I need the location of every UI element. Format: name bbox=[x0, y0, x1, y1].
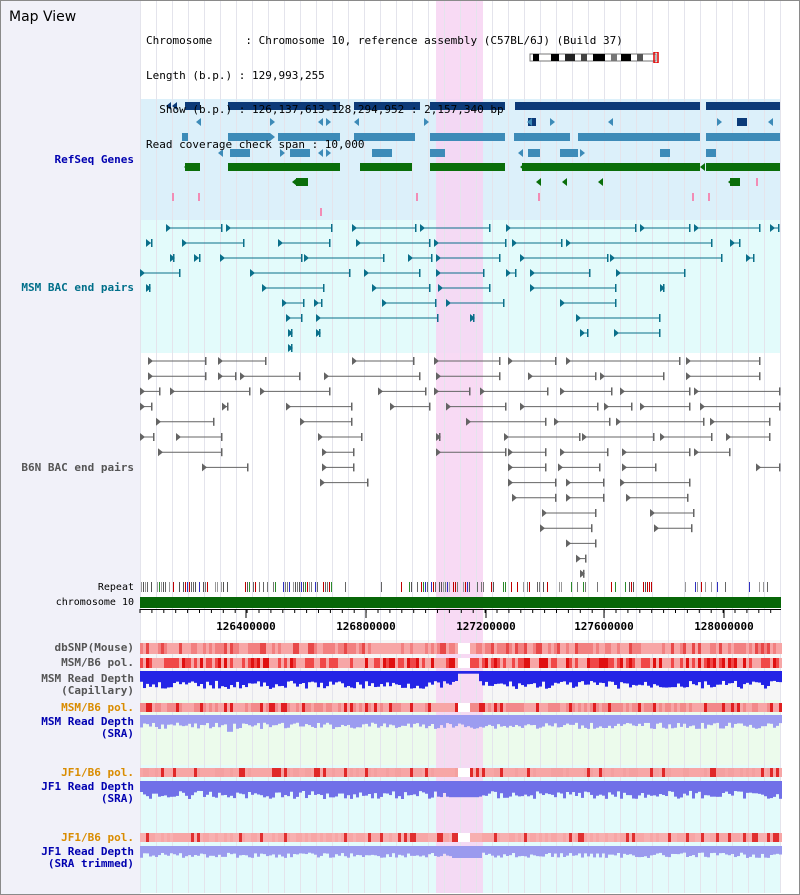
msm-pol-sra-heatmap[interactable] bbox=[140, 703, 782, 712]
axis-tick-label: 127200000 bbox=[456, 620, 516, 633]
chromosome-ideogram[interactable] bbox=[529, 52, 659, 63]
msm-pol-label[interactable]: MSM/B6 pol. bbox=[61, 656, 134, 669]
jf1-depth-sra-line1: JF1 Read Depth bbox=[41, 780, 134, 793]
b6n-bac-pairs[interactable] bbox=[140, 357, 781, 578]
msm-depth-sra-label[interactable]: MSM Read Depth (SRA) bbox=[41, 716, 134, 740]
dbsnp-label[interactable]: dbSNP(Mouse) bbox=[54, 641, 134, 654]
axis-tick-label: 126400000 bbox=[216, 620, 276, 633]
length-line: Length (b.p.) : 129,993,255 bbox=[146, 68, 325, 82]
msm-depth-sra-line2: (SRA) bbox=[100, 727, 134, 740]
msm-depth-sra[interactable] bbox=[140, 715, 782, 732]
jf1-depth-sra[interactable] bbox=[140, 781, 782, 799]
refseq-genes-label[interactable]: RefSeq Genes bbox=[54, 153, 134, 166]
ideogram-position-marker[interactable] bbox=[653, 52, 659, 63]
axis-tick-label: 126800000 bbox=[336, 620, 396, 633]
axis-tick-label: 128000000 bbox=[694, 620, 754, 633]
msm-bac-pairs[interactable] bbox=[140, 224, 780, 352]
refseq-genes-features[interactable] bbox=[166, 102, 780, 216]
dbsnp-heatmap[interactable] bbox=[140, 643, 782, 654]
chromosome-info: Chromosome : Chromosome 10, reference as… bbox=[146, 12, 623, 162]
msm-depth-capillary[interactable] bbox=[140, 671, 782, 689]
chromosome-bar bbox=[140, 597, 781, 608]
jf1-depth-trimmed-line1: JF1 Read Depth bbox=[41, 845, 134, 858]
coordinate-axis: 126400000 126800000 127200000 127600000 1280… bbox=[139, 609, 781, 633]
jf1-depth-sra-line2: (SRA) bbox=[100, 792, 134, 805]
jf1-depth-trimmed[interactable] bbox=[140, 846, 782, 858]
msm-depth-capillary-line1: MSM Read Depth bbox=[41, 672, 134, 685]
jf1-pol-trimmed-heatmap[interactable] bbox=[140, 833, 782, 842]
b6n-bac-label[interactable]: B6N BAC end pairs bbox=[21, 461, 134, 474]
msm-depth-capillary-line2: (Capillary) bbox=[61, 684, 134, 697]
msm-pol-sra-label[interactable]: MSM/B6 pol. bbox=[61, 701, 134, 714]
jf1-depth-trimmed-line2: (SRA trimmed) bbox=[47, 857, 134, 870]
axis-tick-label: 127600000 bbox=[574, 620, 634, 633]
chromosome-line: Chromosome : Chromosome 10, reference as… bbox=[146, 34, 623, 47]
msm-pol-heatmap[interactable] bbox=[140, 658, 782, 668]
jf1-pol-heatmap[interactable] bbox=[140, 768, 782, 777]
view-title: Map View bbox=[9, 9, 77, 25]
jf1-depth-sra-label[interactable]: JF1 Read Depth (SRA) bbox=[41, 781, 134, 805]
show-line: Show (b.p.) : 126,137,613-128,294,952 : … bbox=[146, 103, 504, 116]
msm-depth-capillary-label[interactable]: MSM Read Depth (Capillary) bbox=[41, 673, 134, 697]
coverage-span-line: Read coverage check span : 10,000 bbox=[146, 137, 365, 151]
jf1-pol-label[interactable]: JF1/B6 pol. bbox=[61, 766, 134, 779]
repeat-label: Repeat bbox=[97, 582, 134, 593]
chromosome-label: chromosome 10 bbox=[55, 597, 134, 608]
jf1-pol-trimmed-label[interactable]: JF1/B6 pol. bbox=[61, 831, 134, 844]
jf1-depth-trimmed-label[interactable]: JF1 Read Depth (SRA trimmed) bbox=[41, 846, 134, 870]
msm-depth-sra-line1: MSM Read Depth bbox=[41, 715, 134, 728]
msm-bac-label[interactable]: MSM BAC end pairs bbox=[21, 281, 134, 294]
label-column bbox=[1, 1, 140, 894]
repeat-track[interactable] bbox=[141, 582, 768, 592]
